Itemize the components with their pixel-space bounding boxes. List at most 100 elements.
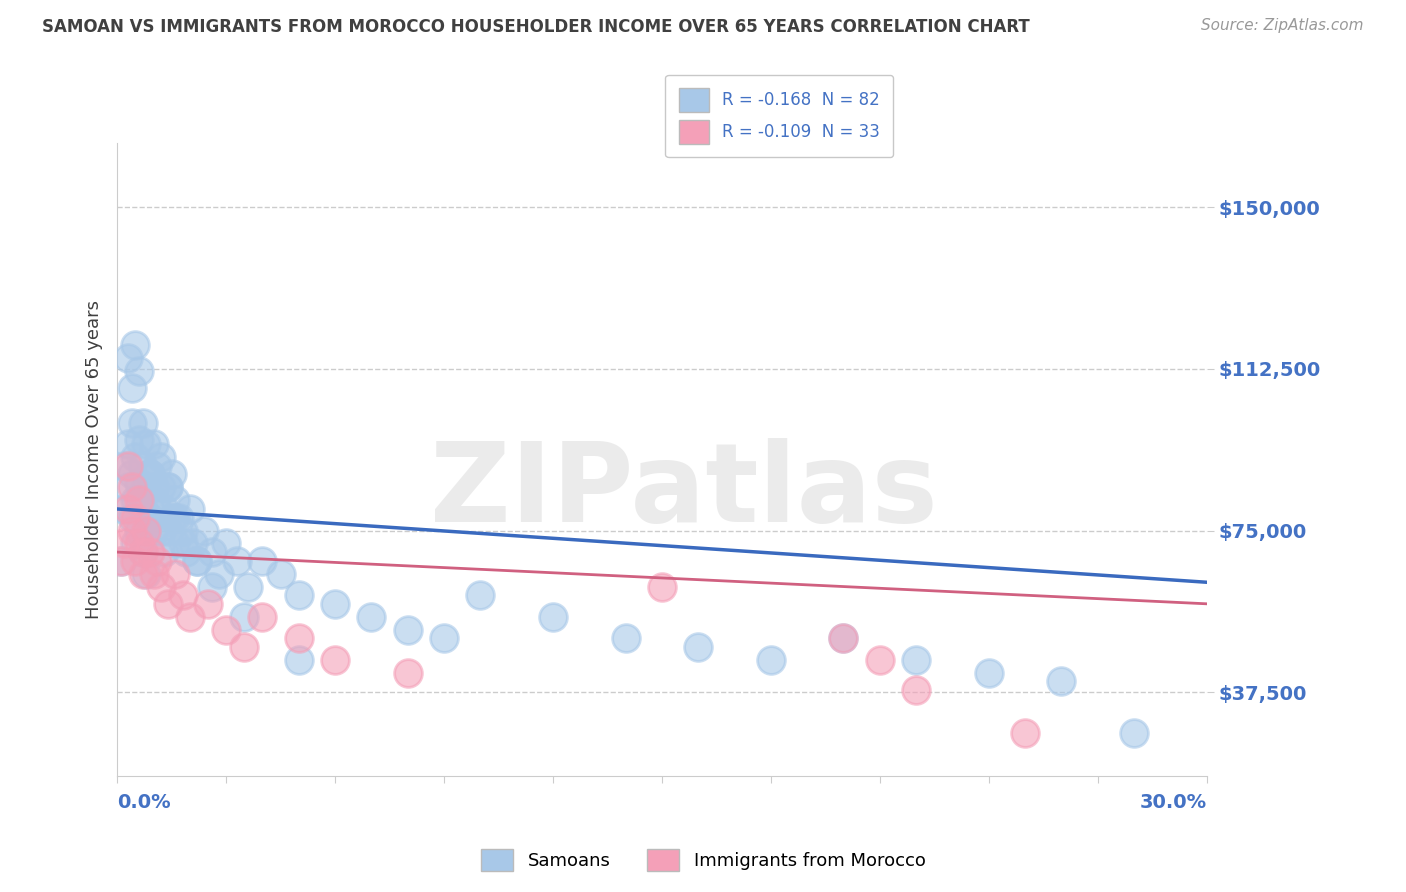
Point — [759, 653, 782, 667]
Point — [905, 653, 928, 667]
Point — [124, 554, 146, 568]
Point — [165, 510, 187, 524]
Point — [1123, 726, 1146, 740]
Point — [124, 450, 146, 465]
Point — [153, 545, 176, 559]
Point — [869, 653, 891, 667]
Point — [139, 510, 162, 524]
Text: ZIPatlas: ZIPatlas — [430, 438, 938, 545]
Point — [172, 536, 194, 550]
Point — [160, 467, 183, 482]
Point — [149, 580, 172, 594]
Text: SAMOAN VS IMMIGRANTS FROM MOROCCO HOUSEHOLDER INCOME OVER 65 YEARS CORRELATION C: SAMOAN VS IMMIGRANTS FROM MOROCCO HOUSEH… — [42, 18, 1031, 36]
Point — [153, 502, 176, 516]
Point — [470, 588, 492, 602]
Point — [688, 640, 710, 654]
Point — [977, 665, 1000, 680]
Point — [124, 338, 146, 352]
Point — [233, 609, 256, 624]
Point — [128, 364, 150, 378]
Point — [131, 545, 153, 559]
Point — [117, 351, 139, 365]
Point — [832, 632, 855, 646]
Point — [323, 653, 346, 667]
Point — [252, 554, 274, 568]
Point — [193, 524, 215, 538]
Point — [149, 524, 172, 538]
Point — [208, 566, 231, 581]
Point — [131, 545, 153, 559]
Point — [614, 632, 637, 646]
Point — [146, 554, 169, 568]
Point — [139, 467, 162, 482]
Point — [110, 554, 132, 568]
Point — [183, 536, 205, 550]
Point — [270, 566, 292, 581]
Point — [905, 683, 928, 698]
Point — [215, 623, 238, 637]
Point — [157, 480, 180, 494]
Point — [201, 580, 224, 594]
Point — [186, 554, 208, 568]
Point — [117, 458, 139, 473]
Point — [121, 381, 143, 395]
Point — [135, 566, 157, 581]
Point — [131, 458, 153, 473]
Point — [142, 566, 165, 581]
Point — [226, 554, 249, 568]
Point — [121, 416, 143, 430]
Point — [142, 480, 165, 494]
Point — [146, 458, 169, 473]
Point — [172, 524, 194, 538]
Text: Source: ZipAtlas.com: Source: ZipAtlas.com — [1201, 18, 1364, 33]
Point — [131, 566, 153, 581]
Point — [128, 536, 150, 550]
Point — [124, 493, 146, 508]
Point — [197, 597, 219, 611]
Point — [233, 640, 256, 654]
Point — [124, 510, 146, 524]
Point — [832, 632, 855, 646]
Point — [149, 450, 172, 465]
Point — [165, 566, 187, 581]
Point — [142, 524, 165, 538]
Point — [139, 545, 162, 559]
Point — [174, 545, 197, 559]
Point — [128, 493, 150, 508]
Point — [396, 665, 419, 680]
Point — [110, 554, 132, 568]
Point — [157, 524, 180, 538]
Point — [167, 510, 190, 524]
Point — [124, 536, 146, 550]
Point — [149, 480, 172, 494]
Point — [142, 437, 165, 451]
Point — [541, 609, 564, 624]
Point — [128, 476, 150, 491]
Point — [396, 623, 419, 637]
Point — [323, 597, 346, 611]
Point — [179, 609, 201, 624]
Point — [117, 480, 139, 494]
Point — [131, 502, 153, 516]
Point — [1050, 674, 1073, 689]
Point — [201, 545, 224, 559]
Point — [157, 597, 180, 611]
Point — [165, 536, 187, 550]
Point — [135, 524, 157, 538]
Point — [135, 437, 157, 451]
Point — [121, 510, 143, 524]
Point — [215, 536, 238, 550]
Point — [121, 467, 143, 482]
Point — [114, 502, 136, 516]
Point — [128, 524, 150, 538]
Point — [252, 609, 274, 624]
Text: 30.0%: 30.0% — [1139, 793, 1206, 812]
Point — [135, 480, 157, 494]
Point — [287, 653, 309, 667]
Point — [117, 437, 139, 451]
Text: 0.0%: 0.0% — [117, 793, 170, 812]
Point — [433, 632, 456, 646]
Point — [1014, 726, 1036, 740]
Point — [146, 502, 169, 516]
Point — [139, 467, 162, 482]
